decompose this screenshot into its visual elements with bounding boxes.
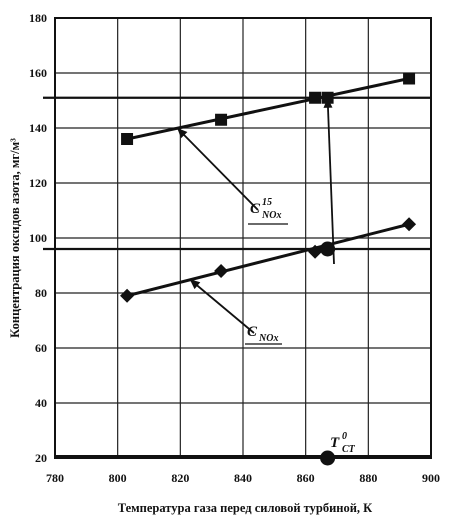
data-point-square bbox=[121, 133, 134, 145]
y-tick-label: 100 bbox=[29, 231, 47, 245]
arrow-head bbox=[177, 128, 188, 139]
data-markers bbox=[120, 72, 417, 466]
tick-labels: 780 800 820 840 860 880 900 20 40 60 80 100 120 140 16… bbox=[29, 11, 440, 485]
annotation-base: T bbox=[330, 435, 340, 451]
annotation-superscript: 15 bbox=[262, 197, 272, 208]
data-point-diamond bbox=[214, 264, 229, 278]
annotation-base: C bbox=[247, 324, 258, 340]
annotation-label: C 15 NOx bbox=[248, 197, 288, 225]
annotation-subscript: NOx bbox=[258, 333, 278, 344]
x-tick-label: 900 bbox=[422, 471, 440, 485]
x-axis-title: Температура газа перед силовой турбиной,… bbox=[118, 501, 373, 515]
annotation-subscript: NOx bbox=[261, 210, 281, 221]
data-point-diamond bbox=[402, 217, 417, 232]
annotation-superscript: 0 bbox=[342, 431, 347, 442]
x-tick-label: 880 bbox=[359, 471, 377, 485]
y-tick-label: 80 bbox=[35, 286, 47, 300]
data-point-square bbox=[321, 91, 334, 104]
grid bbox=[55, 18, 431, 458]
x-tick-label: 780 bbox=[46, 471, 64, 485]
arrow-line bbox=[176, 127, 259, 211]
fit-lines bbox=[126, 77, 410, 298]
data-point-diamond bbox=[308, 244, 323, 259]
y-tick-label: 20 bbox=[35, 451, 47, 465]
annotation-subscript: CT bbox=[342, 444, 356, 455]
y-tick-label: 160 bbox=[29, 66, 47, 80]
data-point-square bbox=[403, 72, 416, 85]
y-tick-label: 180 bbox=[29, 11, 47, 25]
y-tick-label: 120 bbox=[29, 176, 47, 190]
x-tick-label: 860 bbox=[297, 471, 315, 485]
y-axis-title: Концентрация оксидов азота, мг/м³ bbox=[8, 138, 22, 338]
data-point-square bbox=[215, 113, 228, 126]
fit-line bbox=[126, 77, 410, 141]
arrow-line bbox=[326, 97, 335, 265]
x-tick-label: 800 bbox=[109, 471, 127, 485]
x-tick-label: 820 bbox=[171, 471, 189, 485]
arrow-line bbox=[189, 278, 255, 334]
arrow-head bbox=[189, 279, 201, 290]
x-tick-label: 840 bbox=[234, 471, 252, 485]
annotation-base: C bbox=[250, 201, 261, 217]
y-tick-label: 40 bbox=[35, 396, 47, 410]
plot-frame bbox=[54, 17, 432, 459]
highlight-point bbox=[320, 241, 336, 257]
data-point-square bbox=[309, 91, 322, 104]
y-tick-label: 60 bbox=[35, 341, 47, 355]
fit-line bbox=[126, 222, 410, 298]
annotation-arrows bbox=[176, 97, 335, 334]
data-point-diamond bbox=[120, 288, 135, 303]
annotation-label: C NOx bbox=[245, 324, 282, 345]
y-tick-label: 140 bbox=[29, 121, 47, 135]
annotation-label: T 0 CT bbox=[330, 431, 356, 455]
